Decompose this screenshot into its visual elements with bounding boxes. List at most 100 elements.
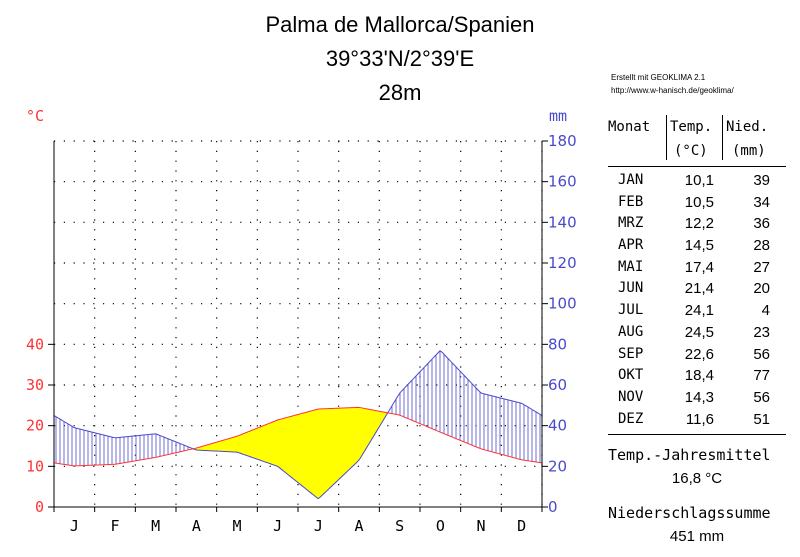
- annual-sum-label: Niederschlagssumme: [608, 504, 771, 522]
- prec-tick-label: 100: [548, 295, 577, 313]
- month-label: N: [476, 517, 485, 535]
- col-prec-header: Nied.: [726, 119, 769, 135]
- header-divider: [608, 166, 786, 167]
- row-temp: 18,4: [684, 367, 714, 385]
- row-prec: 20: [753, 280, 770, 298]
- station-title: Palma de Mallorca/Spanien: [265, 12, 535, 37]
- row-temp: 10,1: [684, 172, 714, 189]
- table-row: FEB 10,5 34: [608, 194, 786, 216]
- month-label: M: [232, 517, 241, 535]
- col-prec-unit: (mm): [732, 143, 766, 159]
- month-label: A: [192, 517, 201, 535]
- prec-tick-label: 160: [548, 173, 577, 191]
- row-temp: 24,5: [684, 323, 714, 341]
- table-row: AUG 24,5 23: [608, 324, 786, 346]
- table-header: Monat Temp. (°C) Nied. (mm): [608, 115, 786, 167]
- row-month: OKT: [618, 367, 644, 384]
- month-label: S: [395, 517, 404, 535]
- temp-tick-label: 30: [26, 376, 44, 394]
- table-row: MAI 17,4 27: [608, 259, 786, 281]
- credit-software: Erstellt mit GEOKLIMA 2.1: [611, 73, 706, 82]
- row-month: DEZ: [618, 410, 644, 427]
- prec-tick-label: 60: [548, 376, 567, 394]
- row-prec: 4: [761, 302, 770, 320]
- row-month: JUN: [618, 280, 644, 297]
- table-row: APR 14,5 28: [608, 237, 786, 259]
- column-divider: [666, 115, 667, 160]
- month-label: O: [436, 517, 445, 535]
- row-temp: 10,5: [684, 193, 714, 211]
- station-elevation: 28m: [378, 80, 422, 105]
- month-label: J: [314, 517, 323, 535]
- column-divider: [722, 115, 723, 160]
- temperature-line: [54, 406, 542, 467]
- row-month: NOV: [618, 388, 644, 405]
- row-temp: 24,1: [684, 302, 714, 320]
- table-rows: JAN 10,1 39 FEB 10,5 34 MRZ 12,2 36 APR 14,5 28 …: [608, 172, 786, 432]
- row-temp: 14,3: [684, 388, 714, 406]
- row-prec: 23: [753, 323, 770, 341]
- prec-tick-label: 0: [548, 498, 558, 516]
- prec-tick-label: 120: [548, 254, 577, 272]
- row-month: MRZ: [618, 215, 644, 232]
- row-temp: 12,2: [684, 215, 714, 233]
- annual-mean-value: 16,8 °C: [671, 470, 723, 487]
- row-prec: 36: [753, 215, 770, 233]
- row-temp: 11,6: [685, 410, 714, 428]
- station-coordinates: 39°33'N/2°39'E: [325, 46, 475, 71]
- row-month: APR: [618, 237, 644, 254]
- table-row: JAN 10,1 39: [608, 172, 786, 194]
- month-label: A: [354, 517, 363, 535]
- row-temp: 14,5: [684, 237, 714, 255]
- prec-axis-unit: mm: [549, 107, 568, 125]
- row-prec: 27: [753, 258, 770, 276]
- row-prec: 77: [753, 367, 770, 385]
- month-label: F: [110, 517, 119, 535]
- table-row: JUL 24,1 4: [608, 302, 786, 324]
- month-label: D: [517, 517, 526, 535]
- temp-tick-label: 10: [26, 457, 44, 475]
- row-month: MAI: [618, 258, 644, 275]
- col-temp-unit: (°C): [674, 143, 708, 159]
- credit-url: http://www.w-hanisch.de/geoklima/: [611, 86, 734, 95]
- table-row: OKT 18,4 77: [608, 367, 786, 389]
- row-month: JAN: [618, 172, 644, 188]
- row-prec: 56: [753, 388, 770, 406]
- prec-tick-label: 20: [548, 457, 567, 475]
- col-temp-header: Temp.: [670, 119, 713, 135]
- prec-tick-label: 180: [548, 132, 577, 150]
- table-row: JUN 21,4 20: [608, 280, 786, 302]
- prec-tick-label: 140: [548, 213, 577, 231]
- prec-tick-label: 40: [548, 417, 567, 435]
- row-prec: 28: [753, 237, 770, 255]
- row-temp: 17,4: [684, 258, 714, 276]
- table-bottom-divider: [608, 434, 786, 435]
- row-month: SEP: [618, 345, 644, 362]
- row-month: JUL: [618, 302, 644, 319]
- annual-sum-value: 451 mm: [669, 528, 725, 545]
- col-month-header: Monat: [608, 119, 651, 135]
- temp-tick-label: 40: [26, 335, 44, 353]
- row-temp: 22,6: [684, 345, 714, 363]
- table-row: NOV 14,3 56: [608, 389, 786, 411]
- row-month: AUG: [618, 323, 644, 340]
- row-prec: 34: [753, 193, 770, 211]
- table-row: SEP 22,6 56: [608, 346, 786, 368]
- climate-chart: 0 10 20 30 40 0 20 40 60 80 100 120 140 160 180 J F M A M J J…: [26, 132, 577, 535]
- month-label: M: [151, 517, 160, 535]
- row-prec: 39: [753, 172, 770, 189]
- temp-axis-unit: °C: [26, 107, 45, 125]
- temp-tick-label: 20: [26, 417, 44, 435]
- table-row: MRZ 12,2 36: [608, 215, 786, 237]
- row-temp: 21,4: [684, 280, 714, 298]
- precipitation-line: [54, 350, 542, 500]
- annual-mean-label: Temp.-Jahresmittel: [608, 446, 771, 464]
- prec-tick-label: 80: [548, 335, 567, 353]
- row-prec: 56: [753, 345, 770, 363]
- table-row: DEZ 11,6 51: [608, 411, 786, 433]
- month-label: J: [273, 517, 282, 535]
- row-prec: 51: [753, 410, 770, 428]
- month-label: J: [70, 517, 79, 535]
- row-month: FEB: [618, 193, 644, 210]
- temp-tick-label: 0: [35, 498, 44, 516]
